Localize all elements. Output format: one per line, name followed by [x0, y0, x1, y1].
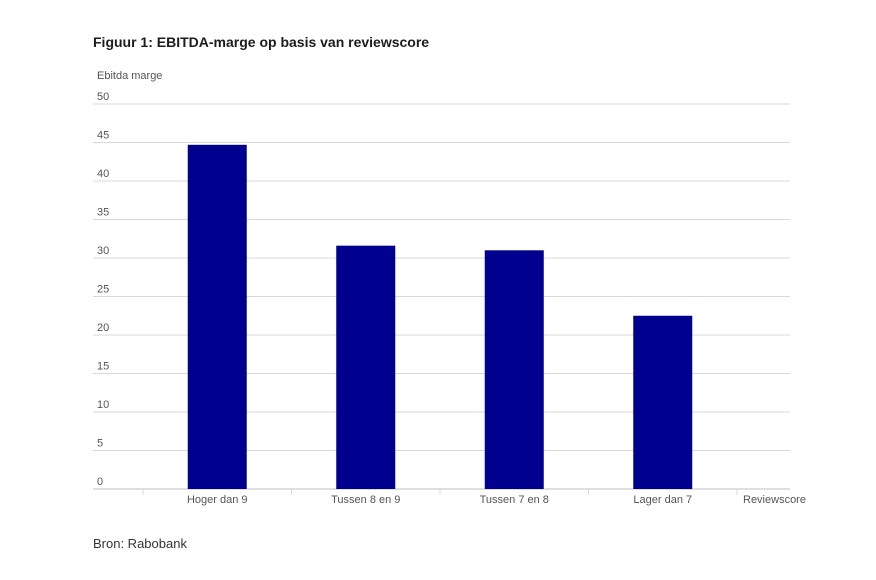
- y-tick-label: 20: [97, 322, 109, 334]
- x-tick-label: Tussen 7 en 8: [480, 494, 549, 506]
- y-tick-label: 30: [97, 245, 109, 257]
- x-axis-label: Reviewscore: [743, 494, 806, 506]
- bars: [187, 144, 693, 489]
- y-tick-label: 10: [97, 399, 109, 411]
- source-note: Bron: Rabobank: [93, 536, 187, 551]
- x-tick-label: Lager dan 7: [633, 494, 692, 506]
- y-tick-label: 50: [97, 91, 109, 103]
- y-tick-label: 15: [97, 361, 109, 373]
- x-tick-label: Hoger dan 9: [187, 494, 248, 506]
- y-axis-label: Ebitda marge: [97, 70, 162, 82]
- bar-4: [633, 315, 693, 489]
- bar-2: [336, 245, 396, 489]
- y-tick-label: 0: [97, 476, 103, 488]
- y-tick-label: 45: [97, 130, 109, 142]
- y-tick-label: 35: [97, 207, 109, 219]
- bar-1: [187, 144, 247, 489]
- chart-title: Figuur 1: EBITDA-marge op basis van revi…: [93, 34, 430, 50]
- bar-3: [484, 250, 544, 489]
- x-axis: Hoger dan 9 Tussen 8 en 9 Tussen 7 en 8 Lag…: [142, 489, 738, 506]
- y-tick-label: 25: [97, 284, 109, 296]
- x-tick-label: Tussen 8 en 9: [331, 494, 400, 506]
- y-tick-label: 5: [97, 438, 103, 450]
- y-tick-label: 40: [97, 168, 109, 180]
